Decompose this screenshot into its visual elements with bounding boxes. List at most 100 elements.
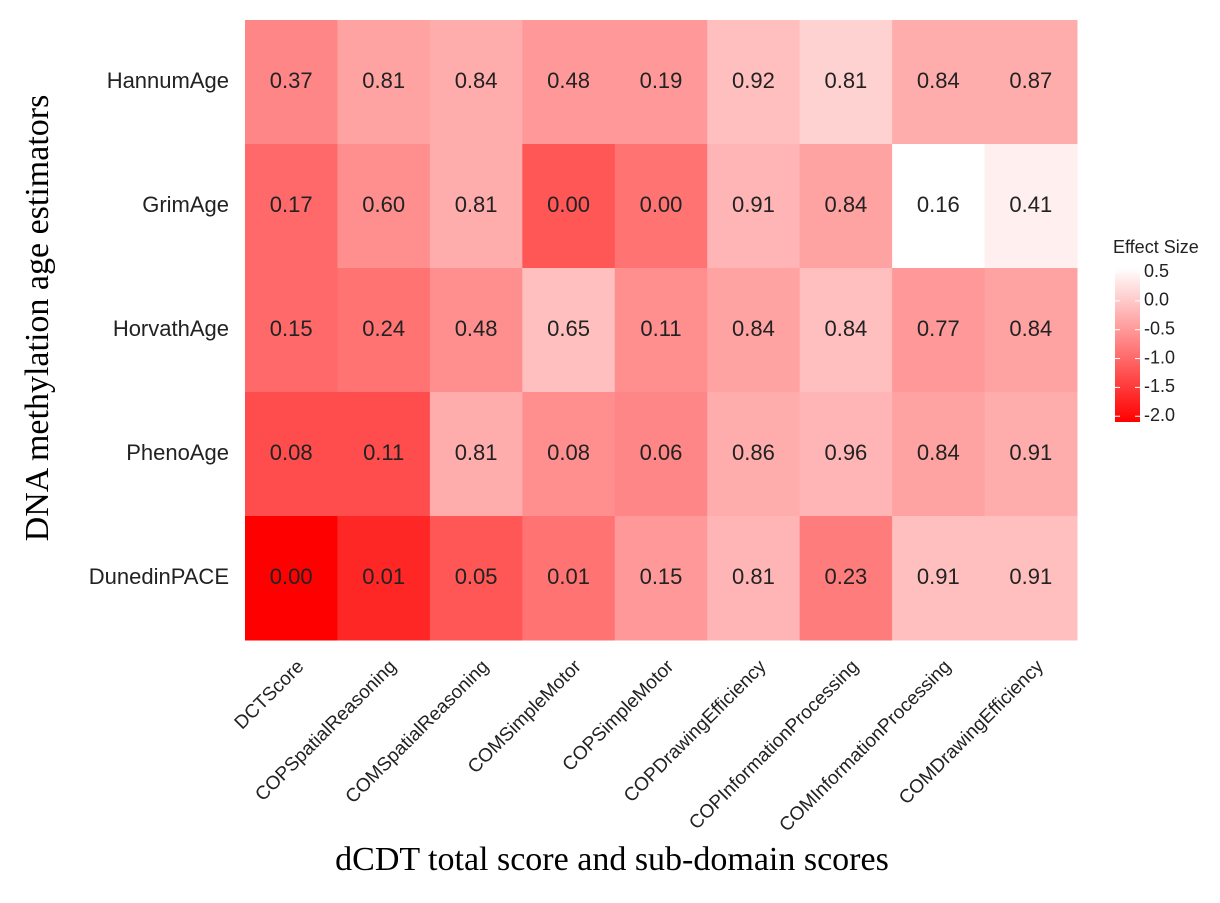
heatmap-cell (799, 268, 893, 393)
cell-label: 0.11 (363, 440, 404, 465)
cell-label: 0.11 (640, 316, 681, 341)
cell-label: 0.91 (917, 564, 960, 589)
heatmap-cell (614, 268, 708, 393)
heatmap-cell (707, 144, 801, 269)
heatmap-cell (429, 144, 523, 269)
cell-label: 0.24 (362, 316, 405, 341)
cell-label: 0.15 (640, 564, 683, 589)
heatmap-cell (337, 20, 431, 145)
cell-label: 0.01 (547, 564, 590, 589)
heatmap-cell (337, 392, 431, 517)
colorbar-tick-label: 0.5 (1144, 261, 1169, 281)
heatmap-cell (707, 20, 801, 145)
cell-label: 0.08 (270, 440, 313, 465)
cell-label: 0.00 (547, 192, 590, 217)
heatmap-cell (614, 20, 708, 145)
heatmap-cell (984, 268, 1078, 393)
cell-label: 0.60 (362, 192, 405, 217)
colorbar-tick-label: 0.0 (1144, 290, 1169, 310)
heatmap-cell (614, 516, 708, 641)
heatmap-cell (984, 20, 1078, 145)
y-tick-label: PhenoAge (126, 440, 229, 465)
heatmap-cell (245, 516, 338, 641)
heatmap-cell (984, 392, 1078, 517)
heatmap-cell (429, 268, 523, 393)
cell-label: 0.16 (917, 192, 960, 217)
colorbar-tick-label: -0.5 (1144, 318, 1175, 338)
cell-label: 0.77 (917, 316, 960, 341)
cell-label: 0.84 (824, 316, 867, 341)
heatmap-cell (614, 392, 708, 517)
cell-label: 0.91 (1009, 564, 1052, 589)
heatmap-cell (245, 144, 338, 269)
heatmap-cell (799, 392, 893, 517)
cell-label: 0.17 (270, 192, 313, 217)
heatmap-cell (707, 516, 801, 641)
heatmap-cell (984, 144, 1078, 269)
cell-label: 0.81 (455, 192, 498, 217)
x-tick-label: COMInformationProcessing (776, 656, 956, 836)
cell-label: 0.81 (455, 440, 498, 465)
cell-label: 0.00 (640, 192, 683, 217)
heatmap-cell (984, 516, 1078, 641)
heatmap-cell (799, 20, 893, 145)
cell-label: 0.81 (824, 68, 867, 93)
cell-label: 0.84 (824, 192, 867, 217)
heatmap-cell (799, 144, 893, 269)
cell-label: 0.92 (732, 68, 775, 93)
heatmap-cell (429, 392, 523, 517)
y-tick-label: HannumAge (107, 68, 229, 93)
cell-label: 0.81 (362, 68, 405, 93)
cell-label: 0.48 (455, 316, 498, 341)
heatmap-cell (892, 392, 986, 517)
heatmap-cell (522, 144, 616, 269)
cell-label: 0.06 (640, 440, 683, 465)
heatmap-cell (522, 20, 616, 145)
colorbar (1115, 268, 1140, 422)
colorbar-tick-label: -1.0 (1144, 347, 1175, 367)
heatmap-cell (245, 20, 338, 145)
cell-label: 0.84 (732, 316, 775, 341)
y-tick-label: HorvathAge (113, 316, 229, 341)
cell-label: 0.91 (732, 192, 775, 217)
heatmap-cell (245, 392, 338, 517)
cell-label: 0.00 (270, 564, 313, 589)
heatmap-cell (522, 516, 616, 641)
colorbar-tick-label: -1.5 (1144, 376, 1175, 396)
heatmap-cell (337, 268, 431, 393)
cell-label: 0.86 (732, 440, 775, 465)
cell-label: 0.65 (547, 316, 590, 341)
cell-label: 0.19 (640, 68, 683, 93)
heatmap-cell (245, 268, 338, 393)
x-tick-label: COPInformationProcessing (685, 656, 863, 834)
y-axis-title: DNA methylation age estimators (19, 95, 56, 542)
cell-label: 0.96 (824, 440, 867, 465)
cell-label: 0.91 (1009, 440, 1052, 465)
y-tick-label: GrimAge (142, 192, 229, 217)
heatmap-cell (429, 20, 523, 145)
colorbar-tick-label: -2.0 (1144, 405, 1175, 425)
cell-label: 0.05 (455, 564, 498, 589)
cell-label: 0.81 (732, 564, 775, 589)
cell-label: 0.23 (824, 564, 867, 589)
heatmap-cell (522, 268, 616, 393)
heatmap-cell (614, 144, 708, 269)
cell-label: 0.84 (1009, 316, 1052, 341)
heatmap-cell (337, 516, 431, 641)
heatmap-cell (892, 268, 986, 393)
heatmap-cell (522, 392, 616, 517)
heatmap-cell (892, 144, 986, 269)
heatmap-cell (892, 516, 986, 641)
cell-label: 0.41 (1009, 192, 1052, 217)
heatmap-cell (707, 392, 801, 517)
legend-title: Effect Size (1113, 237, 1199, 257)
cell-label: 0.87 (1009, 68, 1052, 93)
cell-label: 0.15 (270, 316, 313, 341)
cell-label: 0.48 (547, 68, 590, 93)
heatmap-cell (429, 516, 523, 641)
x-tick-label: DCTScore (231, 656, 309, 734)
heatmap-cell (337, 144, 431, 269)
cell-label: 0.08 (547, 440, 590, 465)
cell-label: 0.84 (917, 440, 960, 465)
